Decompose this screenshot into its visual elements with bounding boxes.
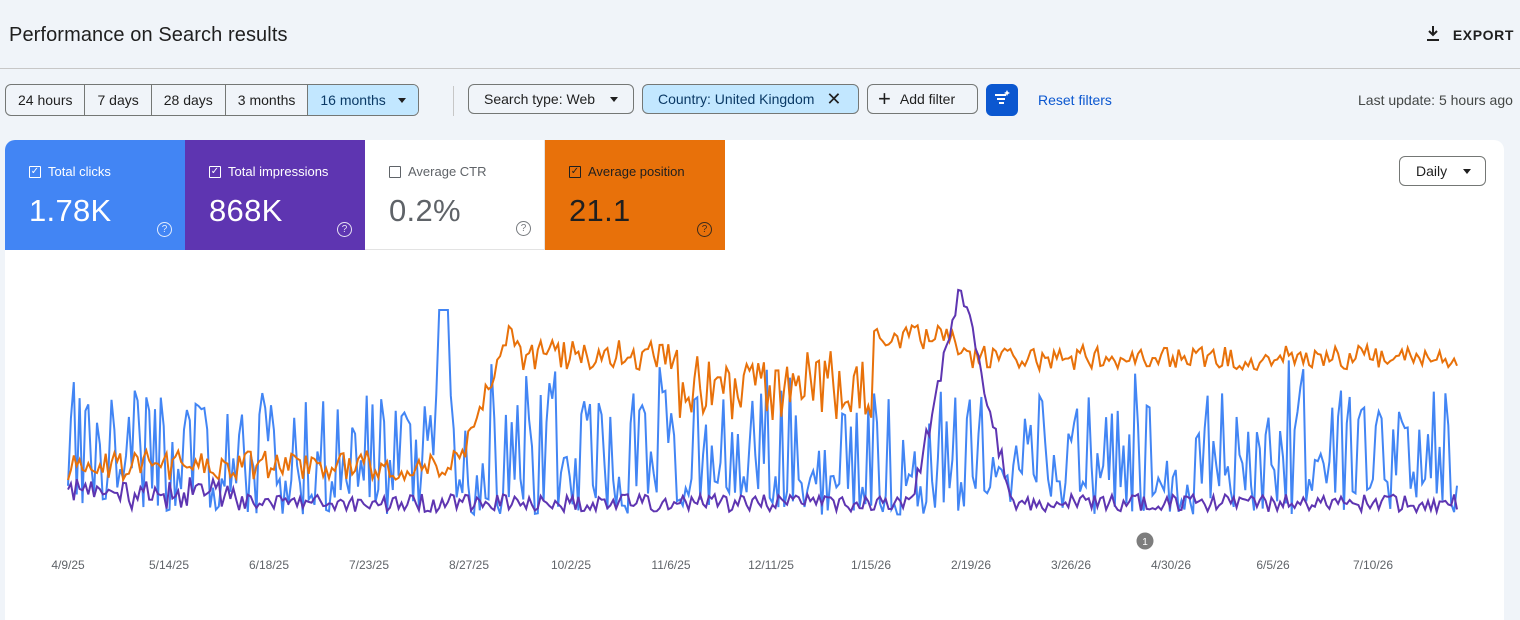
x-tick-label: 3/26/26 bbox=[1051, 558, 1091, 572]
metric-label: Total impressions bbox=[228, 164, 329, 179]
range-16-months-label: 16 months bbox=[320, 92, 386, 108]
metric-value: 21.1 bbox=[569, 193, 631, 228]
performance-card: ✓ Total clicks 1.78K ? ✓ Total impressio… bbox=[5, 140, 1504, 620]
metric-value: 1.78K bbox=[29, 193, 112, 228]
country-filter-chip[interactable]: Country: United Kingdom ✕ bbox=[642, 84, 859, 114]
close-icon[interactable]: ✕ bbox=[826, 89, 842, 109]
x-tick-label: 7/23/25 bbox=[349, 558, 389, 572]
x-tick-label: 11/6/25 bbox=[651, 558, 690, 572]
help-icon[interactable]: ? bbox=[697, 222, 712, 237]
country-filter-label: Country: United Kingdom bbox=[658, 91, 815, 107]
search-type-label: Search type: Web bbox=[484, 91, 596, 107]
filter-settings-button[interactable] bbox=[986, 84, 1018, 116]
divider bbox=[453, 86, 454, 116]
x-tick-label: 12/11/25 bbox=[748, 558, 794, 572]
granularity-select[interactable]: Daily bbox=[1399, 156, 1486, 186]
metric-total-clicks[interactable]: ✓ Total clicks 1.78K ? bbox=[5, 140, 185, 250]
metric-average-ctr[interactable]: Average CTR 0.2% ? bbox=[365, 140, 545, 250]
last-update-text: Last update: 5 hours ago bbox=[1358, 92, 1513, 108]
x-tick-label: 4/30/26 bbox=[1151, 558, 1191, 572]
filter-sparkle-icon bbox=[993, 89, 1011, 112]
export-button[interactable]: EXPORT bbox=[1423, 22, 1514, 48]
x-tick-label: 4/9/25 bbox=[51, 558, 85, 572]
filter-bar: 24 hours 7 days 28 days 3 months 16 mont… bbox=[0, 84, 1520, 116]
download-icon bbox=[1423, 24, 1443, 47]
x-tick-label: 5/14/25 bbox=[149, 558, 189, 572]
x-tick-label: 8/27/25 bbox=[449, 558, 489, 572]
chevron-down-icon bbox=[397, 97, 406, 103]
annotation-label: 1 bbox=[1142, 537, 1148, 548]
x-tick-label: 1/15/26 bbox=[851, 558, 891, 572]
metric-value: 0.2% bbox=[389, 193, 461, 228]
page-header: Performance on Search results EXPORT bbox=[0, 0, 1520, 69]
reset-filters-link[interactable]: Reset filters bbox=[1038, 92, 1112, 108]
metric-average-position[interactable]: ✓ Average position 21.1 ? bbox=[545, 140, 725, 250]
metric-total-impressions[interactable]: ✓ Total impressions 868K ? bbox=[185, 140, 365, 250]
page-title: Performance on Search results bbox=[9, 24, 288, 46]
chevron-down-icon bbox=[1463, 168, 1471, 174]
checkbox-checked-icon[interactable]: ✓ bbox=[569, 165, 581, 178]
x-tick-label: 7/10/26 bbox=[1353, 558, 1393, 572]
clicks-series-line bbox=[67, 309, 1458, 517]
metric-label: Average position bbox=[588, 164, 685, 179]
range-3-months[interactable]: 3 months bbox=[226, 85, 309, 115]
checkbox-checked-icon[interactable]: ✓ bbox=[209, 165, 221, 178]
annotation-marker[interactable] bbox=[1136, 532, 1154, 550]
export-label: EXPORT bbox=[1452, 27, 1514, 43]
x-tick-label: 2/19/26 bbox=[951, 558, 991, 572]
help-icon[interactable]: ? bbox=[157, 222, 172, 237]
x-tick-label: 10/2/25 bbox=[551, 558, 591, 572]
range-16-months[interactable]: 16 months bbox=[308, 85, 418, 115]
date-range-selector: 24 hours 7 days 28 days 3 months 16 mont… bbox=[5, 84, 419, 116]
add-filter-label: Add filter bbox=[899, 91, 956, 107]
help-icon[interactable]: ? bbox=[516, 221, 531, 236]
range-7-days[interactable]: 7 days bbox=[85, 85, 152, 115]
range-28-days[interactable]: 28 days bbox=[152, 85, 226, 115]
checkbox-checked-icon[interactable]: ✓ bbox=[29, 165, 41, 178]
help-icon[interactable]: ? bbox=[337, 222, 352, 237]
add-filter-button[interactable]: + Add filter bbox=[867, 84, 978, 114]
impressions-series-line bbox=[67, 288, 1458, 516]
chevron-down-icon bbox=[610, 96, 618, 102]
search-type-filter[interactable]: Search type: Web bbox=[468, 84, 634, 114]
plus-icon: + bbox=[878, 86, 891, 111]
metric-value: 868K bbox=[209, 193, 283, 228]
metric-label: Average CTR bbox=[408, 164, 487, 179]
granularity-label: Daily bbox=[1416, 163, 1448, 179]
range-24-hours[interactable]: 24 hours bbox=[6, 85, 86, 115]
performance-chart: 4/9/25 5/14/25 6/18/25 7/23/25 8/27/25 10/2/2… bbox=[51, 288, 1458, 572]
checkbox-unchecked-icon[interactable] bbox=[389, 165, 401, 178]
metric-label: Total clicks bbox=[48, 164, 111, 179]
metric-tiles: ✓ Total clicks 1.78K ? ✓ Total impressio… bbox=[5, 140, 725, 250]
position-series-line bbox=[67, 323, 1458, 484]
x-tick-label: 6/18/25 bbox=[249, 558, 289, 572]
x-tick-label: 6/5/26 bbox=[1256, 558, 1290, 572]
